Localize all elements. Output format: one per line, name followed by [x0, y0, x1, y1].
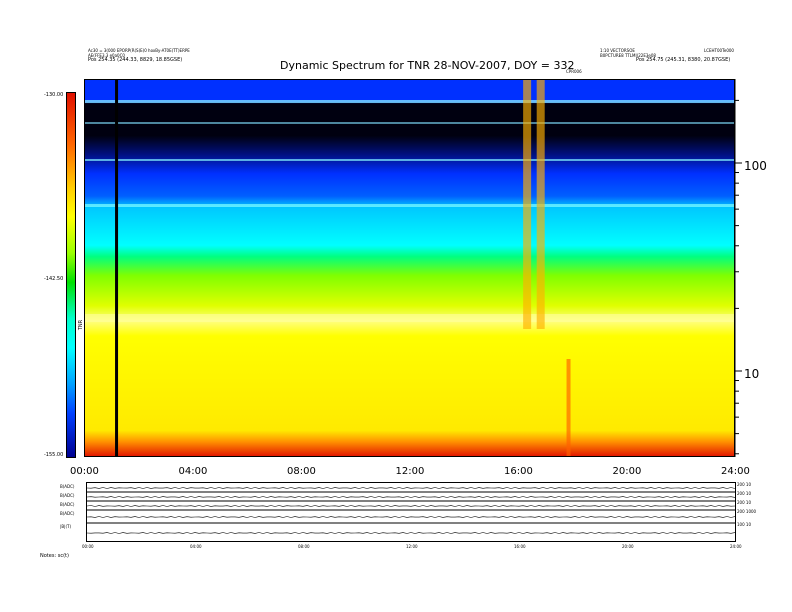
panel-label-4: B(ADC)	[60, 511, 75, 516]
header-right-line-3: Pos 254.75 (245.31, 8380, 20.87GSE)	[636, 57, 731, 63]
panel-5-tick-b: 10	[745, 522, 752, 527]
chart-title: Dynamic Spectrum for TNR 28-NOV-2007, DO…	[280, 59, 575, 72]
lower-panels-svg	[86, 487, 736, 534]
spectrogram-background	[84, 79, 735, 457]
right-axis-ticks	[735, 99, 742, 455]
lower-x-tick-label-3: 12:00	[406, 544, 418, 549]
right-tick-label-10: 10	[744, 367, 759, 381]
panel-label-1: B(ADC)	[60, 484, 75, 489]
header-right-line-2: B0PCTURE8 TTLMI(22E3e08	[600, 53, 656, 58]
panel-trace-2	[86, 496, 736, 498]
colorbar-tick-top: -130.00	[44, 92, 64, 98]
header-right-code: LCEHT00Te000	[704, 48, 734, 53]
panel-3-ticks: 200 10	[737, 500, 756, 509]
x-axis-ticks: 00:00 04:00 08:00 12:00 16:00 20:00 24:00	[0, 466, 792, 480]
header-left-line-3: Pos 254.35 (244.33, 8829, 18.85GSE)	[88, 57, 183, 63]
panel-trace-4	[86, 516, 736, 518]
panel-trace-5	[86, 532, 736, 534]
lower-x-tick-label-0: 00:00	[82, 544, 94, 549]
x-tick-label-6: 24:00	[721, 466, 750, 477]
band-pale-yellow	[84, 314, 735, 322]
right-tick-label-100: 100	[744, 159, 767, 173]
panel-2-tick-a: 200	[737, 491, 745, 496]
band-cyan-line-1	[84, 100, 735, 103]
panel-2-ticks: 200 10	[737, 491, 756, 500]
panel-4-tick-a: 200	[737, 509, 745, 514]
colorbar	[66, 92, 76, 458]
panel-3-tick-b: 10	[745, 500, 752, 505]
lower-x-tick-label-5: 20:00	[622, 544, 634, 549]
band-cyan-line-2	[84, 122, 735, 124]
panel-right-ticks: 200 10 200 10 200 10 200 1000 100 10	[737, 482, 756, 532]
panel-label-3: B(ADC)	[60, 502, 75, 507]
header-left-info: Ac30 = 3(000 EPORP(R(S(E(0 hoxBy-AT0E(TT…	[88, 48, 190, 63]
lower-panels	[86, 482, 736, 542]
panel-4-ticks: 200 1000	[737, 509, 756, 522]
header-left-line-2: AE(FFE3,3 e0a0C0	[88, 53, 125, 58]
footer-note: Notes: sc(t)	[40, 553, 69, 559]
x-tick-label-2: 08:00	[287, 466, 316, 477]
spectrogram	[84, 79, 735, 457]
burst-2	[536, 79, 545, 329]
burst-features	[523, 79, 571, 457]
panel-1-tick-b: 10	[745, 482, 752, 487]
header-right-info: 1:10 VECTORSOE B0PCTURE8 TTLMI(22E3e08 P…	[600, 48, 730, 63]
lower-x-tick-label-4: 16:00	[514, 544, 526, 549]
panel-label-5: |B|(T)	[60, 524, 72, 529]
panel-labels: B(ADC) B(ADC) B(ADC) B(ADC) |B|(T)	[60, 484, 74, 534]
band-cyan-line-4	[84, 204, 735, 207]
header-marker: CPR006	[566, 69, 582, 74]
panel-label-2: B(ADC)	[60, 493, 75, 498]
x-tick-label-4: 16:00	[504, 466, 533, 477]
panel-4-tick-b: 1000	[745, 509, 757, 514]
burst-3	[566, 359, 571, 457]
header-right-line-1: 1:10 VECTORSOE	[600, 48, 635, 53]
x-tick-label-0: 00:00	[70, 466, 99, 477]
band-cyan-line-3	[84, 159, 735, 161]
x-tick-label-5: 20:00	[612, 466, 642, 477]
header-left-line-1: Ac30 = 3(000 EPORP(R(S(E(0 hoxBy-AT0E(TT…	[88, 48, 190, 53]
x-tick-label-1: 04:00	[178, 466, 208, 477]
panel-1-ticks: 200 10	[737, 482, 756, 491]
panel-5-ticks: 100 10	[737, 522, 756, 532]
lower-x-tick-label-2: 08:00	[298, 544, 310, 549]
burst-1	[523, 79, 532, 329]
panel-trace-1	[86, 487, 736, 489]
lower-x-tick-label-1: 04:00	[190, 544, 202, 549]
right-axis: 100 10 kHz	[735, 79, 767, 457]
colorbar-tick-mid: -142.50	[44, 276, 64, 282]
panel-2-tick-b: 10	[745, 491, 752, 496]
panel-5-tick-a: 100	[737, 522, 745, 527]
x-tick-label-3: 12:00	[395, 466, 425, 477]
panel-3-tick-a: 200	[737, 500, 745, 505]
lower-x-axis-ticks: 00:00 04:00 08:00 12:00 16:00 20:00 24:00	[0, 544, 792, 552]
panel-trace-3	[86, 505, 736, 507]
band-upper-blue	[84, 94, 735, 102]
colorbar-tick-bottom: -155.00	[44, 452, 64, 458]
lower-x-tick-label-6: 24:00	[730, 544, 742, 549]
panel-1-tick-a: 200	[737, 482, 745, 487]
